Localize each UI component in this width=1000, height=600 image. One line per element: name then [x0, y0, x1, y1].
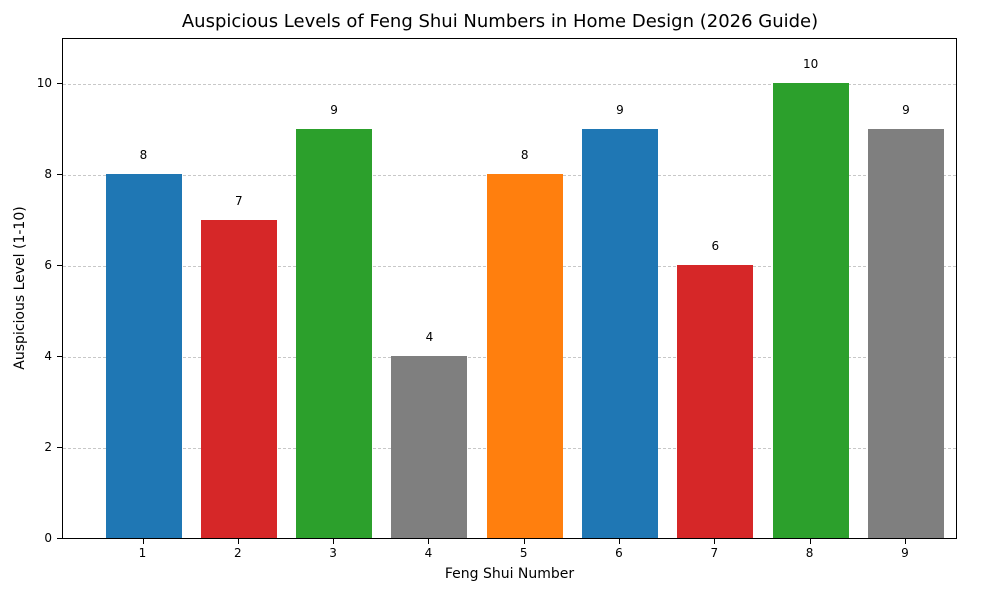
chart-title: Auspicious Levels of Feng Shui Numbers i…: [181, 11, 819, 32]
x-tick-label: 1: [138, 546, 147, 560]
x-tick-label: 9: [901, 546, 909, 560]
x-tick-label: 7: [710, 546, 719, 560]
y-tick-mark: [57, 356, 62, 357]
x-tick-mark: [428, 539, 430, 544]
y-tick-label: 4: [44, 349, 52, 363]
x-tick-mark: [333, 539, 335, 544]
x-tick-label: 2: [233, 546, 242, 560]
x-tick-mark: [714, 539, 716, 544]
x-tick-mark: [619, 539, 620, 544]
bar: [296, 128, 373, 538]
x-axis-label: Feng Shui Number: [444, 566, 575, 582]
bar: [582, 128, 658, 538]
gridline: [63, 84, 956, 85]
bar-value-label: 8: [139, 148, 148, 162]
x-tick-mark: [904, 539, 906, 544]
bar: [200, 219, 277, 538]
y-tick-label: 2: [44, 440, 52, 454]
bar-value-label: 9: [902, 102, 910, 117]
x-tick-mark: [809, 539, 811, 544]
bar: [486, 174, 563, 538]
bar-value-label: 7: [234, 193, 243, 208]
y-tick-label: 6: [44, 258, 52, 272]
y-axis-label: Auspicious Level (1-10): [12, 206, 28, 370]
y-tick-mark: [57, 83, 62, 84]
bar: [772, 83, 849, 538]
x-tick-label: 4: [424, 546, 433, 560]
y-tick-mark: [57, 447, 62, 448]
bar-value-label: 6: [711, 239, 720, 253]
y-tick-mark: [57, 174, 62, 175]
y-tick-label: 0: [44, 531, 52, 545]
y-tick-mark: [57, 538, 62, 539]
y-tick-label: 8: [44, 167, 52, 181]
x-tick-label: 8: [805, 546, 814, 560]
bar-value-label: 9: [330, 102, 338, 117]
x-tick-label: 3: [329, 546, 337, 560]
x-tick-label: 5: [519, 546, 528, 560]
bar: [391, 356, 468, 538]
x-tick-mark: [142, 539, 144, 544]
bar-value-label: 10: [802, 57, 819, 71]
x-tick-label: 6: [615, 546, 623, 560]
bar-value-label: 4: [425, 330, 434, 344]
plot-area: 8 7 9 4 8 9 6 10 9: [62, 38, 957, 539]
bar: [677, 265, 754, 538]
y-tick-label: 10: [36, 76, 52, 90]
x-tick-mark: [523, 539, 525, 544]
x-tick-mark: [237, 539, 239, 544]
bar: [867, 128, 944, 538]
bar-value-label: 8: [520, 148, 529, 162]
bar-value-label: 9: [616, 102, 624, 117]
y-tick-mark: [57, 265, 62, 266]
bar: [105, 174, 182, 538]
